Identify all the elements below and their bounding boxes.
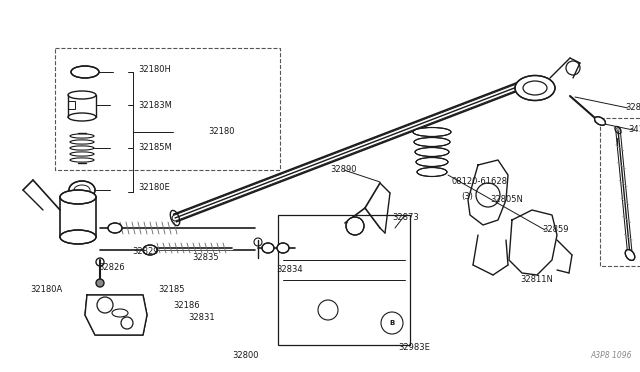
Ellipse shape xyxy=(262,243,274,253)
Text: 32183M: 32183M xyxy=(138,100,172,109)
Ellipse shape xyxy=(277,243,289,253)
Text: 32898: 32898 xyxy=(625,103,640,112)
Text: 32826: 32826 xyxy=(98,263,125,273)
Text: 32180H: 32180H xyxy=(138,65,171,74)
Ellipse shape xyxy=(515,76,555,100)
Text: 32800: 32800 xyxy=(232,350,259,359)
Text: 32186: 32186 xyxy=(173,301,200,310)
Text: 32805N: 32805N xyxy=(490,196,523,205)
Text: 32983E: 32983E xyxy=(398,343,430,353)
Ellipse shape xyxy=(69,181,95,199)
Ellipse shape xyxy=(60,230,96,244)
Text: 32180: 32180 xyxy=(208,128,234,137)
Bar xyxy=(600,118,640,266)
Text: 32831: 32831 xyxy=(188,314,214,323)
Circle shape xyxy=(96,279,104,287)
Text: 32185M: 32185M xyxy=(138,144,172,153)
Ellipse shape xyxy=(108,223,122,233)
Ellipse shape xyxy=(415,148,449,157)
Text: 32834: 32834 xyxy=(276,266,303,275)
Ellipse shape xyxy=(413,128,451,137)
Text: B: B xyxy=(389,320,395,326)
Text: 32180A: 32180A xyxy=(30,285,62,295)
Text: 32185: 32185 xyxy=(158,285,184,295)
Ellipse shape xyxy=(417,167,447,176)
Circle shape xyxy=(346,217,364,235)
Text: (3): (3) xyxy=(461,192,473,201)
Polygon shape xyxy=(85,295,147,335)
Ellipse shape xyxy=(595,117,605,125)
Ellipse shape xyxy=(60,190,96,204)
Text: A3P8 1096: A3P8 1096 xyxy=(591,351,632,360)
Text: 32829: 32829 xyxy=(132,247,159,257)
Ellipse shape xyxy=(143,245,157,255)
Text: 34130Y: 34130Y xyxy=(628,125,640,135)
Text: 32180E: 32180E xyxy=(138,183,170,192)
Text: 32890: 32890 xyxy=(330,166,356,174)
Text: 32811N: 32811N xyxy=(520,276,553,285)
Ellipse shape xyxy=(416,157,448,167)
Ellipse shape xyxy=(71,66,99,78)
Text: 08120-61628: 08120-61628 xyxy=(451,177,507,186)
Bar xyxy=(278,215,410,345)
Ellipse shape xyxy=(414,138,450,147)
Ellipse shape xyxy=(625,250,635,260)
Bar xyxy=(68,101,75,109)
Text: 32873: 32873 xyxy=(392,214,419,222)
Text: 32859: 32859 xyxy=(542,225,568,234)
Text: 32835: 32835 xyxy=(192,253,219,263)
